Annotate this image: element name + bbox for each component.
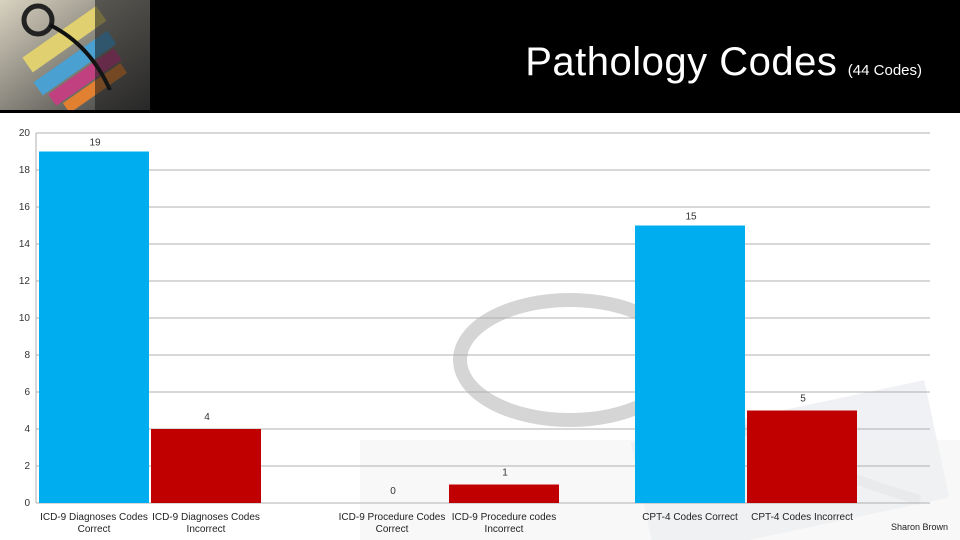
y-tick-label-2: 2 xyxy=(24,461,30,472)
bar-2-incorrect xyxy=(747,410,857,503)
bar-0-correct xyxy=(39,151,149,503)
y-tick-label-8: 8 xyxy=(24,350,30,361)
category-label-1-correct-line-1: Correct xyxy=(376,524,409,535)
y-tick-label-0: 0 xyxy=(24,498,30,509)
slide-title: Pathology Codes (44 Codes) xyxy=(525,40,922,85)
data-label-2-correct: 15 xyxy=(685,212,697,223)
category-label-0-correct-line-0: ICD-9 Diagnoses Codes xyxy=(40,512,148,523)
y-tick-label-16: 16 xyxy=(19,202,31,213)
bar-2-correct xyxy=(635,225,745,503)
medical-codes-logo-image xyxy=(0,0,150,110)
data-label-0-correct: 19 xyxy=(89,138,101,149)
category-label-2-correct-line-0: CPT-4 Codes Correct xyxy=(642,512,738,523)
bar-1-incorrect xyxy=(449,484,559,503)
y-tick-label-6: 6 xyxy=(24,387,30,398)
category-label-0-incorrect-line-0: ICD-9 Diagnoses Codes xyxy=(152,512,260,523)
data-label-1-incorrect: 1 xyxy=(502,468,508,479)
bar-0-incorrect xyxy=(151,429,261,503)
data-labels: 19 4 0 1 15 5 xyxy=(89,138,806,498)
y-tick-label-20: 20 xyxy=(19,128,31,139)
y-tick-label-14: 14 xyxy=(19,239,31,250)
data-label-0-incorrect: 4 xyxy=(204,412,210,423)
title-main-text: Pathology Codes xyxy=(525,40,838,84)
category-label-1-incorrect-line-0: ICD-9 Procedure codes xyxy=(452,512,557,523)
y-tick-label-10: 10 xyxy=(19,313,31,324)
category-label-0-incorrect-line-1: Incorrect xyxy=(187,524,226,535)
title-subtitle-text: (44 Codes) xyxy=(847,62,922,79)
author-credit: Sharon Brown xyxy=(890,522,948,532)
category-label-2-incorrect-line-0: CPT-4 Codes Incorrect xyxy=(751,512,853,523)
bars xyxy=(39,151,857,503)
y-tick-label-12: 12 xyxy=(19,276,31,287)
category-label-0-correct-line-1: Correct xyxy=(78,524,111,535)
category-label-1-correct-line-0: ICD-9 Procedure Codes xyxy=(339,512,446,523)
y-tick-label-4: 4 xyxy=(24,424,30,435)
data-label-2-incorrect: 5 xyxy=(800,394,806,405)
data-label-1-correct: 0 xyxy=(390,486,396,497)
title-bar: Pathology Codes (44 Codes) xyxy=(0,0,960,113)
y-tick-label-18: 18 xyxy=(19,165,31,176)
y-axis-ticks: 0 2 4 6 8 10 12 14 16 18 20 xyxy=(19,128,31,509)
category-label-1-incorrect-line-1: Incorrect xyxy=(485,524,524,535)
